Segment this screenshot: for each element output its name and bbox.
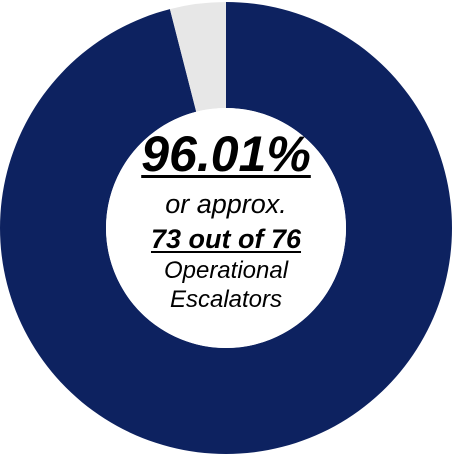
caption-line-1: Operational [163,257,289,284]
center-label: 96.01% or approx. 73 out of 76 Operation… [96,120,356,314]
donut-hole [106,108,346,348]
approx-text: or approx. [165,189,287,219]
count-text: 73 out of 76 [150,224,302,254]
donut-slice-not-operational [169,2,226,112]
caption-line-2: Escalators [169,286,283,313]
percent-value: 96.01% [141,126,311,182]
